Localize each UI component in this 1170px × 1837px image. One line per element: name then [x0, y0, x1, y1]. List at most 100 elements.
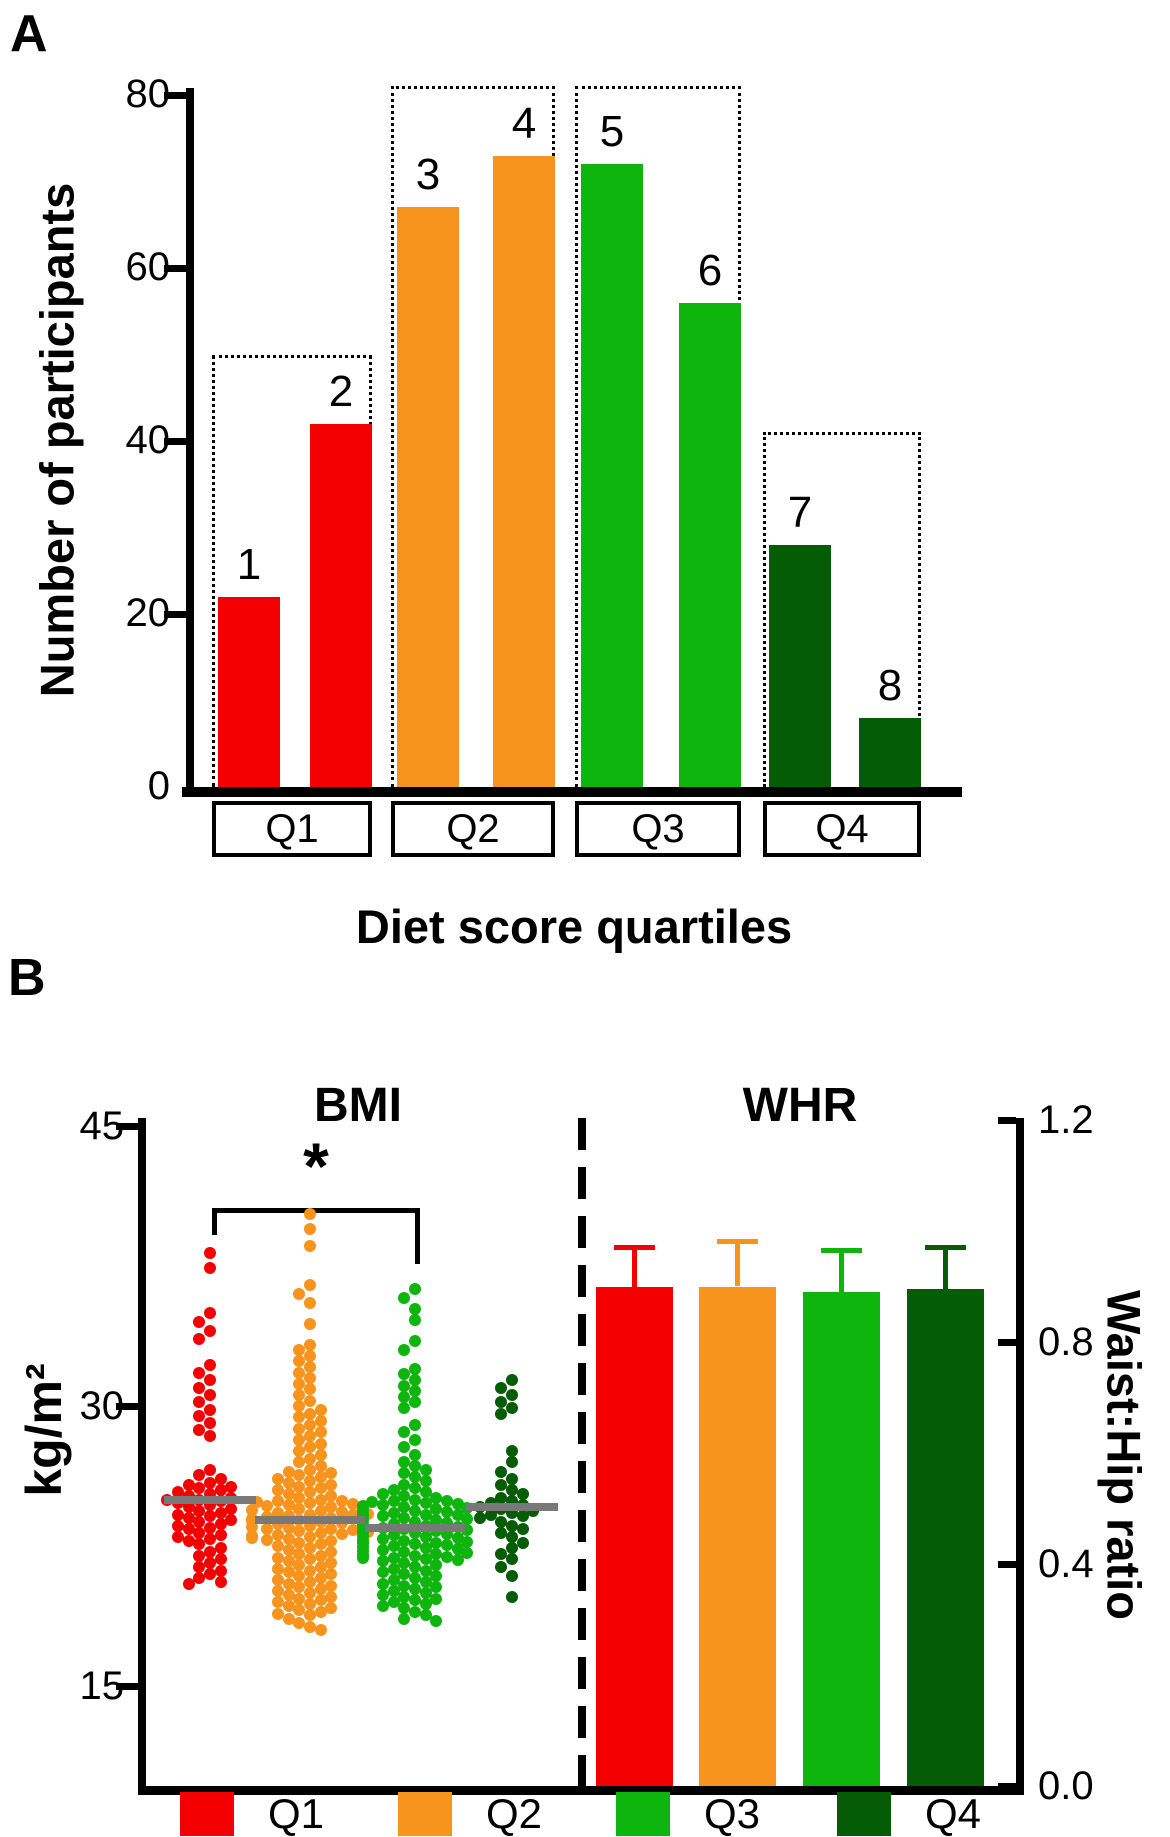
- bmi-data-point: [282, 1499, 295, 1512]
- bmi-data-point: [409, 1572, 421, 1585]
- bmi-data-point: [282, 1566, 295, 1579]
- bmi-data-point: [314, 1504, 327, 1517]
- panel-a-y-tick-label: 40: [125, 418, 171, 462]
- bmi-data-point: [409, 1504, 421, 1517]
- bmi-data-point: [441, 1505, 453, 1518]
- bmi-median-line: [466, 1503, 558, 1512]
- bmi-data-point: [204, 1557, 216, 1570]
- bmi-data-point: [246, 1531, 258, 1544]
- bmi-data-point: [261, 1500, 274, 1513]
- bmi-y-tick: [116, 1123, 138, 1130]
- legend-swatch-q3: [616, 1792, 670, 1836]
- bmi-data-point: [271, 1562, 284, 1575]
- bar-number-label: 4: [511, 98, 537, 148]
- bmi-data-point: [398, 1601, 411, 1614]
- bmi-data-point: [430, 1558, 443, 1571]
- bar-number-label: 8: [877, 660, 903, 710]
- bmi-data-point: [461, 1535, 473, 1548]
- bmi-data-point: [376, 1600, 389, 1613]
- bmi-data-point: [293, 1422, 306, 1435]
- bmi-data-point: [409, 1448, 421, 1461]
- bmi-data-point: [271, 1484, 284, 1497]
- bmi-data-point: [293, 1491, 306, 1504]
- legend-swatch-q2: [398, 1792, 452, 1836]
- bar-number-label: 7: [787, 487, 813, 537]
- bmi-data-point: [430, 1536, 443, 1549]
- bmi-data-point: [441, 1494, 453, 1507]
- bmi-data-point: [325, 1467, 338, 1480]
- bmi-data-point: [398, 1456, 411, 1469]
- bmi-data-point: [419, 1575, 432, 1588]
- whr-error-bar-cap: [614, 1244, 655, 1250]
- bmi-data-point: [271, 1529, 284, 1542]
- bmi-data-point: [461, 1513, 473, 1526]
- whr-bar: [699, 1286, 776, 1786]
- bmi-data-point: [409, 1385, 421, 1398]
- bmi-data-point: [314, 1605, 327, 1618]
- bmi-data-point: [495, 1381, 508, 1394]
- bmi-y-tick: [116, 1403, 138, 1411]
- bmi-data-point: [430, 1547, 443, 1560]
- bmi-data-point: [171, 1519, 184, 1532]
- bmi-data-point: [506, 1530, 518, 1543]
- bmi-data-point: [214, 1529, 227, 1542]
- bmi-data-point: [293, 1366, 306, 1379]
- participant-bar: [769, 544, 831, 787]
- bmi-data-point: [409, 1538, 421, 1551]
- bmi-data-point: [516, 1523, 529, 1536]
- bmi-data-point: [304, 1530, 316, 1543]
- bmi-data-point: [495, 1491, 508, 1504]
- panel-a-y-axis: [186, 88, 194, 796]
- bmi-data-point: [409, 1282, 421, 1295]
- bmi-median-line: [255, 1516, 365, 1525]
- whr-error-bar-stem: [632, 1244, 637, 1287]
- bmi-data-point: [304, 1360, 316, 1373]
- bmi-data-point: [204, 1306, 216, 1319]
- bmi-data-point: [214, 1553, 227, 1566]
- bmi-data-point: [325, 1557, 338, 1570]
- bmi-data-point: [304, 1407, 316, 1420]
- bmi-whr-divider-dashed-line: [578, 1118, 586, 1786]
- bmi-data-point: [506, 1456, 518, 1469]
- bmi-data-point: [516, 1536, 529, 1549]
- bmi-data-point: [314, 1493, 327, 1506]
- significance-bracket-left-leg: [212, 1208, 217, 1235]
- bmi-data-point: [171, 1530, 184, 1543]
- x-category-box: Q3: [575, 801, 741, 857]
- whr-section-title: WHR: [742, 1079, 858, 1132]
- bmi-data-point: [516, 1510, 529, 1523]
- bmi-data-point: [409, 1471, 421, 1484]
- whr-y-tick: [998, 1561, 1016, 1568]
- bmi-data-point: [409, 1583, 421, 1596]
- bmi-data-point: [506, 1542, 518, 1555]
- bmi-data-point: [182, 1478, 195, 1491]
- bmi-data-point: [398, 1613, 411, 1626]
- bmi-data-point: [204, 1545, 216, 1558]
- bmi-data-point: [271, 1506, 284, 1519]
- bmi-data-point: [376, 1566, 389, 1579]
- bmi-data-point: [409, 1459, 421, 1472]
- bmi-data-point: [451, 1509, 464, 1522]
- bmi-data-point: [376, 1588, 389, 1601]
- bmi-data-point: [304, 1497, 316, 1510]
- bmi-data-point: [182, 1534, 195, 1547]
- bmi-data-point: [204, 1463, 216, 1476]
- bmi-data-point: [376, 1577, 389, 1590]
- bmi-data-point: [304, 1474, 316, 1487]
- significance-bracket-right-leg: [415, 1208, 420, 1264]
- bar-number-label: 1: [236, 539, 262, 589]
- bmi-data-point: [304, 1553, 316, 1566]
- bmi-data-point: [495, 1547, 508, 1560]
- bmi-data-point: [304, 1452, 316, 1465]
- bmi-data-point: [193, 1332, 206, 1345]
- bmi-data-point: [398, 1489, 411, 1502]
- bmi-data-point: [398, 1568, 411, 1581]
- bmi-data-point: [282, 1555, 295, 1568]
- bmi-data-point: [282, 1476, 295, 1489]
- bmi-data-point: [314, 1538, 327, 1551]
- bmi-data-point: [451, 1498, 464, 1511]
- bmi-data-point: [409, 1334, 421, 1347]
- significance-asterisk: *: [303, 1129, 329, 1203]
- bmi-data-point: [271, 1585, 284, 1598]
- bmi-data-point: [304, 1575, 316, 1588]
